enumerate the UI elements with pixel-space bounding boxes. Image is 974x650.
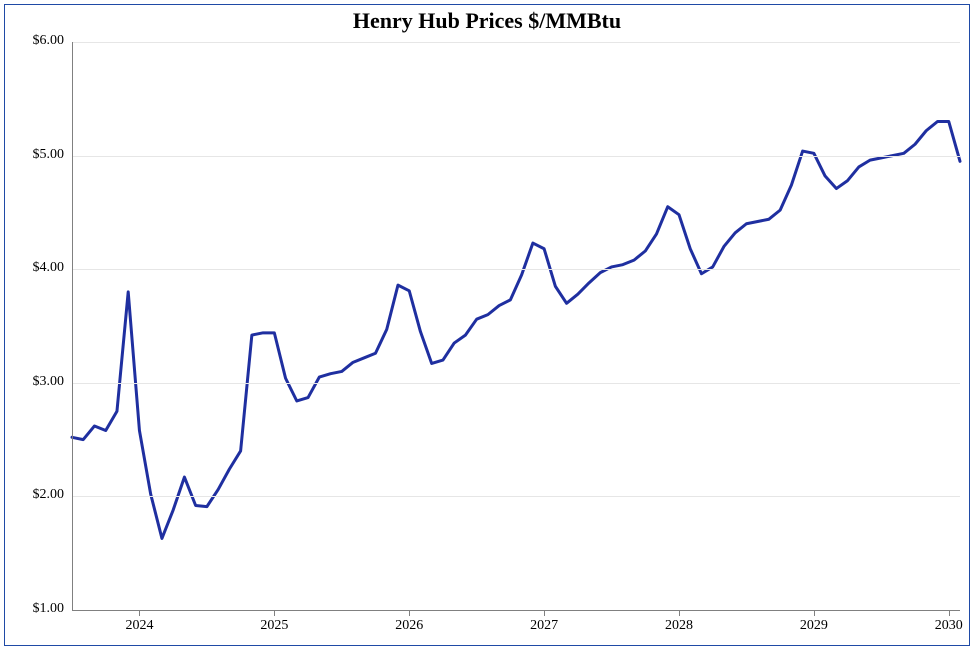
series-line (72, 122, 960, 539)
y-gridline (72, 156, 960, 157)
x-tick-label: 2030 (935, 618, 963, 634)
y-axis-line (72, 42, 73, 610)
y-tick-label: $3.00 (4, 374, 64, 390)
y-gridline (72, 42, 960, 43)
y-gridline (72, 269, 960, 270)
y-tick-label: $4.00 (4, 260, 64, 276)
y-tick-label: $6.00 (4, 33, 64, 49)
y-tick-label: $5.00 (4, 147, 64, 163)
x-tick-label: 2024 (125, 618, 153, 634)
x-tick (949, 610, 950, 616)
x-tick-label: 2028 (665, 618, 693, 634)
y-tick-label: $1.00 (4, 601, 64, 617)
x-tick (409, 610, 410, 616)
plot-area (72, 42, 960, 610)
x-tick-label: 2025 (260, 618, 288, 634)
x-tick-label: 2027 (530, 618, 558, 634)
chart-title: Henry Hub Prices $/MMBtu (0, 8, 974, 34)
x-tick (544, 610, 545, 616)
chart-container: Henry Hub Prices $/MMBtu $1.00 $2.00 $3.00… (0, 0, 974, 650)
x-axis-line (72, 610, 960, 611)
x-tick-label: 2029 (800, 618, 828, 634)
x-tick (679, 610, 680, 616)
x-tick (814, 610, 815, 616)
line-series (72, 42, 960, 610)
y-tick-label: $2.00 (4, 487, 64, 503)
y-gridline (72, 496, 960, 497)
y-gridline (72, 383, 960, 384)
x-tick (274, 610, 275, 616)
x-tick (139, 610, 140, 616)
x-tick-label: 2026 (395, 618, 423, 634)
